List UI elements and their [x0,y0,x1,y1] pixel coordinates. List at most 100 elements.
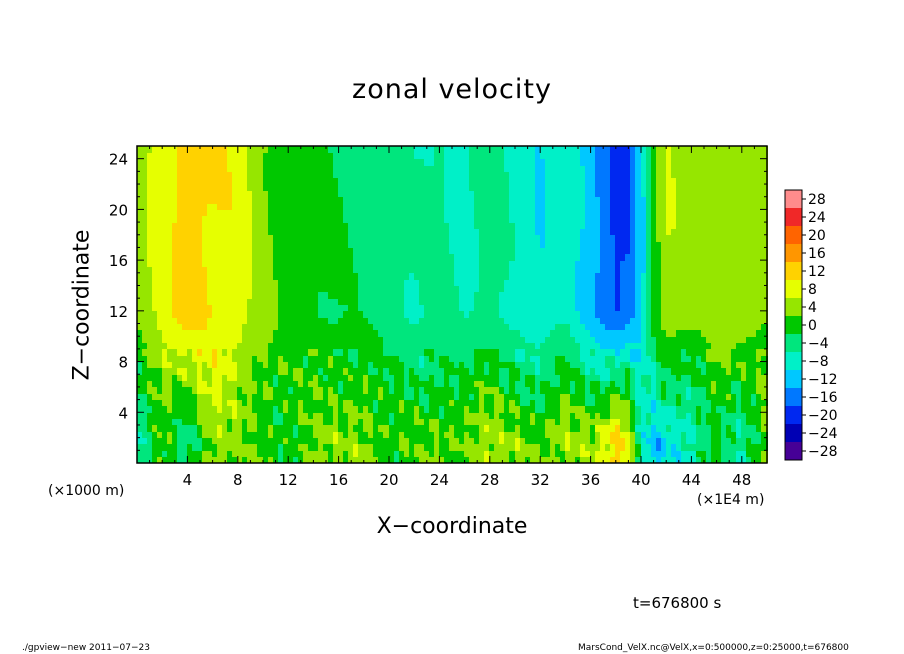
heatmap-cell [484,443,490,451]
heatmap-cell [439,329,445,337]
heatmap-cell [237,190,243,197]
heatmap-cell [283,285,289,292]
heatmap-cell [570,279,576,286]
heatmap-cell [308,209,314,216]
heatmap-cell [635,393,642,400]
heatmap-cell [479,323,485,330]
heatmap-cell [474,424,480,432]
heatmap-cell [197,418,203,425]
heatmap-cell [600,424,606,432]
heatmap-cell [525,336,531,343]
heatmap-cell [630,310,636,318]
heatmap-cell [162,228,168,235]
heatmap-cell [217,247,223,254]
heatmap-cell [540,437,546,444]
heatmap-cell [419,171,425,178]
heatmap-cell [580,412,586,419]
heatmap-cell [630,158,636,166]
heatmap-cell [459,424,465,432]
heatmap-cell [273,380,279,387]
heatmap-cell [464,431,470,438]
heatmap-cell [222,424,228,432]
heatmap-cell [484,399,490,406]
heatmap-cell [202,146,208,153]
heatmap-cell [257,304,263,311]
heatmap-cell [252,323,258,330]
heatmap-cell [378,393,384,400]
heatmap-cell [615,222,621,229]
heatmap-cell [570,165,576,172]
heatmap-cell [610,190,616,197]
heatmap-cell [555,222,561,229]
heatmap-cell [540,380,546,387]
heatmap-cell [237,266,243,273]
heatmap-cell [152,329,158,337]
heatmap-cell [444,247,450,254]
heatmap-cell [570,203,576,210]
heatmap-cell [373,456,379,463]
heatmap-cell [323,158,329,166]
heatmap-cell [600,279,606,286]
heatmap-cell [383,393,389,400]
heatmap-cell [247,437,253,444]
heatmap-cell [494,437,500,444]
heatmap-cell [368,279,374,286]
heatmap-cell [459,165,465,172]
heatmap-cell [298,361,304,368]
heatmap-cell [187,405,193,413]
heatmap-cell [212,431,218,438]
heatmap-cell [237,158,243,166]
heatmap-cell [192,393,198,400]
heatmap-cell [580,253,586,261]
heatmap-cell [494,228,500,235]
heatmap-cell [283,272,289,280]
heatmap-cell [409,342,415,349]
heatmap-field [137,146,768,463]
heatmap-cell [177,329,183,337]
heatmap-cell [625,393,631,400]
heatmap-cell [610,228,616,235]
heatmap-cell [394,355,400,362]
heatmap-cell [333,361,339,368]
heatmap-cell [257,241,263,248]
heatmap-cell [232,272,238,280]
heatmap-cell [263,304,269,311]
heatmap-cell [550,285,556,292]
heatmap-cell [288,228,294,235]
heatmap-cell [217,196,223,204]
heatmap-cell [525,342,531,349]
heatmap-cell [570,291,576,299]
heatmap-cell [303,443,309,451]
heatmap-cell [227,234,233,242]
heatmap-cell [605,241,611,248]
heatmap-cell [409,146,415,153]
heatmap-cell [550,196,556,204]
heatmap-cell [278,165,284,172]
heatmap-cell [615,361,621,368]
heatmap-cell [257,165,263,172]
heatmap-cell [635,386,642,394]
heatmap-cell [348,190,354,197]
heatmap-cell [439,443,445,451]
heatmap-cell [373,367,379,375]
heatmap-cell [212,412,218,419]
heatmap-cell [343,158,349,166]
heatmap-cell [565,209,571,216]
heatmap-cell [464,279,470,286]
heatmap-cell [318,190,324,197]
heatmap-cell [222,456,228,463]
heatmap-cell [177,266,183,273]
heatmap-cell [207,203,213,210]
heatmap-cell [635,323,642,330]
heatmap-cell [489,418,495,425]
heatmap-cell [177,431,183,438]
heatmap-cell [182,431,188,438]
heatmap-cell [434,196,440,204]
heatmap-cell [474,228,480,235]
heatmap-cell [555,253,561,261]
heatmap-cell [605,209,611,216]
heatmap-cell [469,393,475,400]
heatmap-cell [494,304,500,311]
heatmap-cell [222,260,228,267]
heatmap-cell [182,146,188,153]
